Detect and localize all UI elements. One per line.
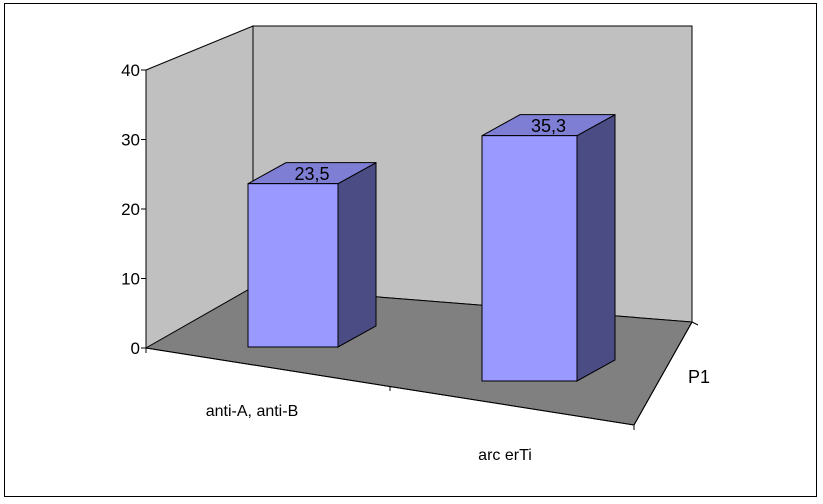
depth-axis-line [633, 321, 693, 426]
bar-side [337, 161, 377, 348]
bar-front [247, 183, 339, 348]
y-tick-label: 20 [121, 200, 140, 219]
y-tick-label: 40 [121, 61, 140, 80]
category-label: arc erTi [478, 447, 532, 464]
depth-tick [691, 321, 699, 326]
bar-2: 35,3 [481, 113, 616, 382]
y-tick-label: 30 [121, 131, 140, 150]
data-label: 23,5 [294, 164, 329, 184]
y-tick-label: 0 [131, 339, 140, 358]
data-label: 35,3 [531, 116, 566, 136]
bars-group: 23,5 35,3 [247, 113, 616, 382]
category-label: anti-A, anti-B [206, 403, 298, 420]
bar-front [481, 135, 578, 382]
y-axis: 0 10 20 30 40 [121, 61, 146, 358]
series-axis-label: P1 [688, 367, 710, 387]
y-tick-label: 10 [121, 270, 140, 289]
bar-side [576, 113, 616, 382]
bar-1: 23,5 [247, 161, 377, 348]
